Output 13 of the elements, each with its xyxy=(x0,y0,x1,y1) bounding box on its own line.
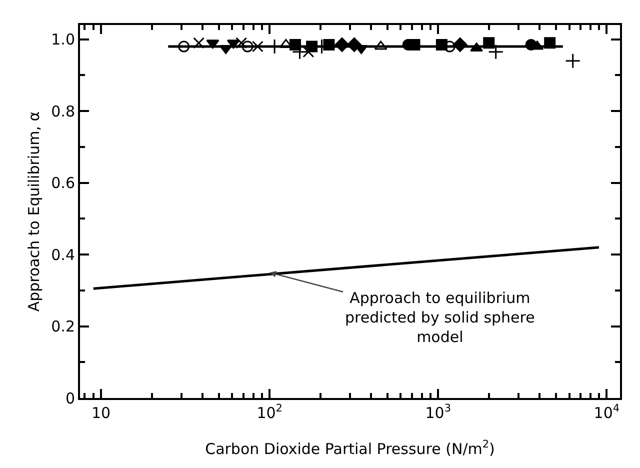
annotation: Approach to equilibrium predicted by solid sphere model xyxy=(345,289,535,346)
x-tick-label: 10 xyxy=(92,404,111,422)
y-tick-label: 0 xyxy=(65,389,75,408)
y-tick-label: 0.4 xyxy=(51,246,75,264)
y-tick-label: 0.6 xyxy=(51,174,75,192)
y-tick-label: 0.2 xyxy=(51,318,75,336)
y-tick-label: 1.0 xyxy=(51,30,75,49)
x-tick-label: 10$^{2}$ xyxy=(256,402,282,422)
y-axis-title: Approach to Equilibrium, α xyxy=(25,111,43,312)
x-tick-label: 10$^{4}$ xyxy=(594,402,620,422)
x-axis-title: Carbon Dioxide Partial Pressure (N/m$^{2}$) xyxy=(205,438,495,458)
y-tick-label: 0.8 xyxy=(51,102,75,120)
x-tick-label: 10$^{3}$ xyxy=(425,402,452,422)
